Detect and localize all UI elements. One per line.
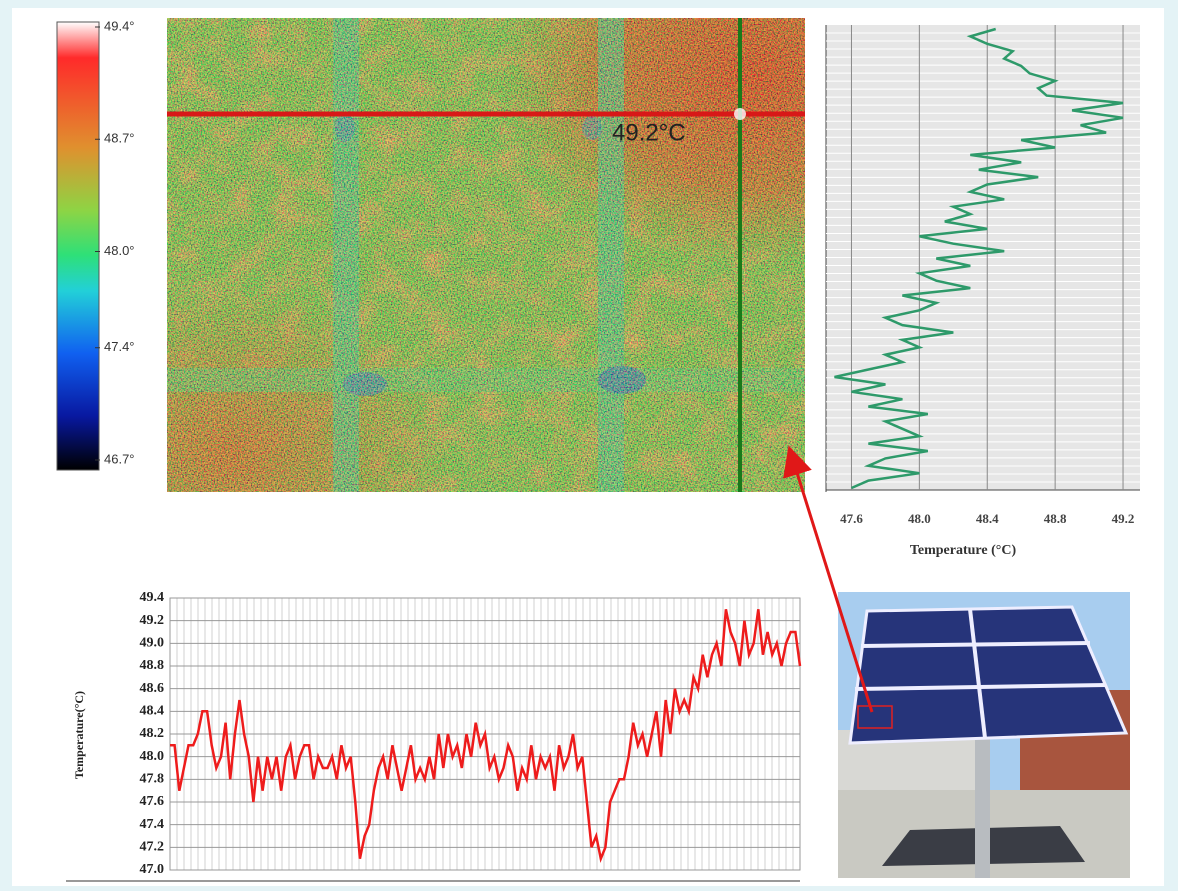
photo: [838, 592, 1130, 878]
y-tick-label: 47.4: [140, 817, 165, 832]
x-tick-label: 48.8: [1044, 511, 1067, 526]
thermal-image: [167, 18, 805, 492]
cursor-readout: 49.2°C: [612, 119, 686, 146]
x-tick-label: 48.4: [976, 511, 999, 526]
y-tick-label: 49.0: [140, 636, 165, 651]
y-tick-label: 48.0: [140, 749, 165, 764]
colorbar-label: 47.4°: [104, 339, 135, 354]
y-axis-title: Temperature(°C): [72, 691, 86, 779]
colorbar-label: 48.7°: [104, 131, 135, 146]
y-tick-label: 49.4: [140, 590, 165, 605]
colorbar-label: 46.7°: [104, 451, 135, 466]
y-tick-label: 48.8: [140, 658, 165, 673]
figure: 49.2°C Temperature (°C) Temperature(°C) …: [0, 0, 1178, 891]
colorbar-label: 48.0°: [104, 243, 135, 258]
y-tick-label: 47.0: [140, 862, 165, 877]
y-tick-label: 48.4: [140, 704, 165, 719]
y-tick-label: 47.8: [140, 772, 165, 787]
y-tick-label: 48.6: [140, 681, 165, 696]
colorbar: [57, 22, 99, 470]
y-tick-label: 48.2: [140, 726, 165, 741]
x-tick-label: 47.6: [840, 511, 863, 526]
y-tick-label: 49.2: [140, 613, 165, 628]
x-tick-label: 48.0: [908, 511, 931, 526]
x-axis-title: Temperature (°C): [910, 543, 1017, 558]
y-tick-label: 47.6: [140, 794, 165, 809]
colorbar-label: 49.4°: [104, 18, 135, 33]
y-tick-label: 47.2: [140, 840, 165, 855]
x-tick-label: 49.2: [1112, 511, 1135, 526]
